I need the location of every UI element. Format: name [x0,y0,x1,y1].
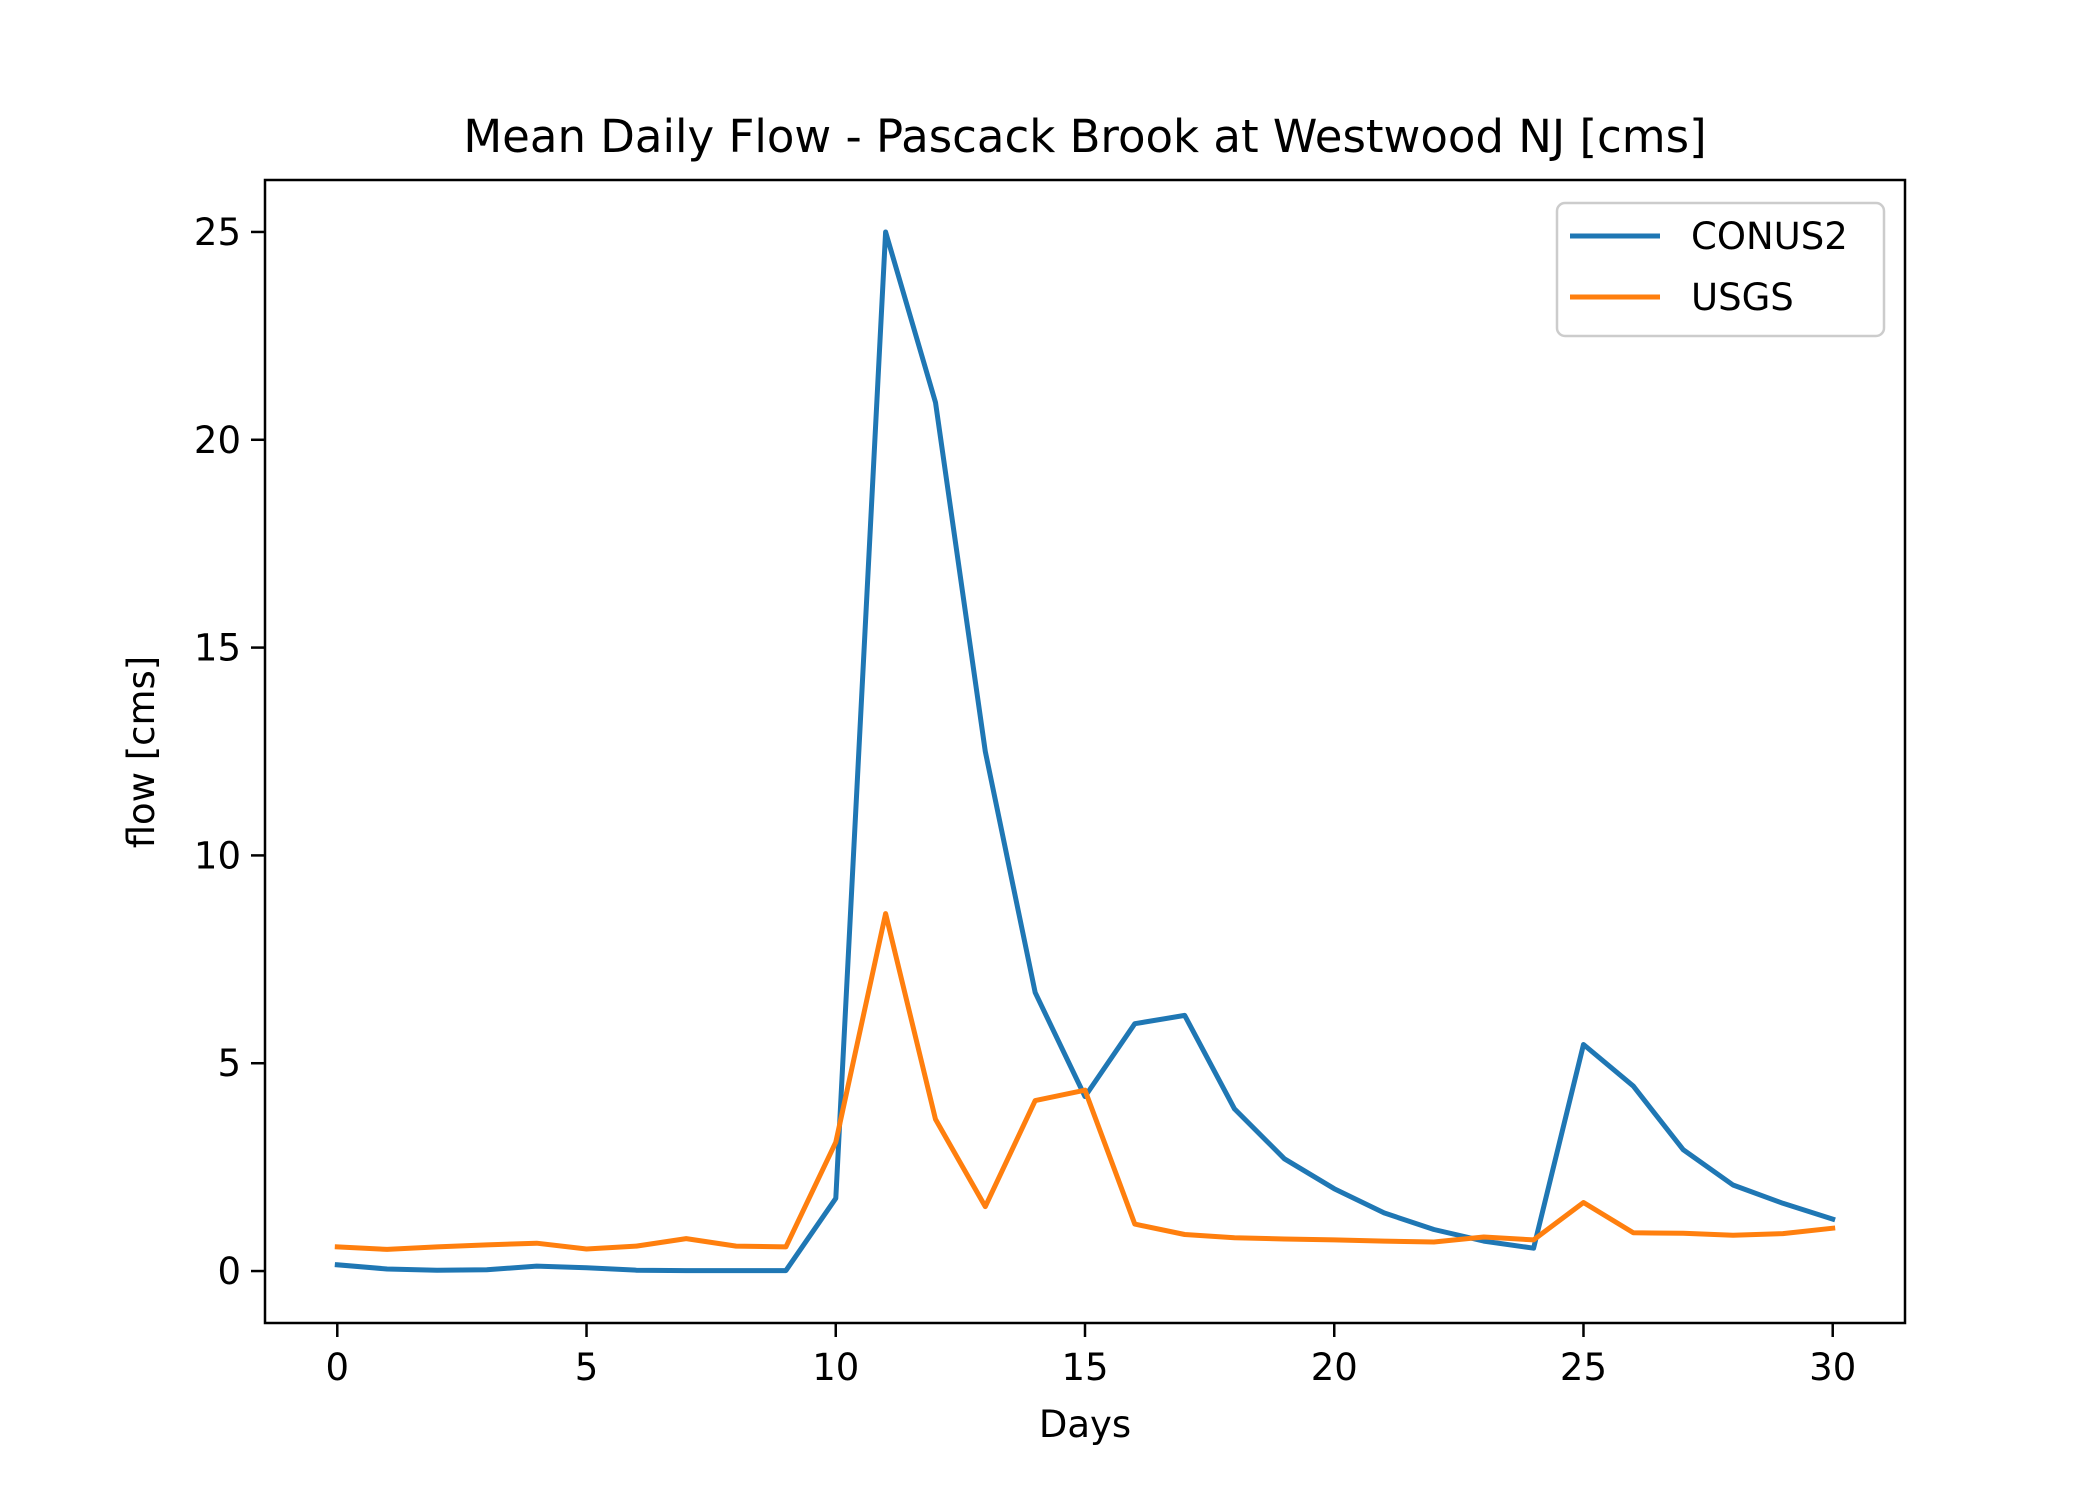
x-tick-label: 0 [326,1346,350,1389]
x-axis-label: Days [1039,1403,1131,1446]
x-tick-label: 5 [575,1346,599,1389]
y-tick-label: 25 [194,211,241,254]
y-tick-label: 20 [194,419,241,462]
x-axis: 0 5 10 15 20 25 30 [326,1323,1856,1389]
series-points-conus2 [337,231,1833,1271]
series-points-usgs [337,913,1833,1250]
series-line-usgs [334,911,1836,1252]
legend-label-conus2: CONUS2 [1691,215,1848,258]
x-tick-label: 15 [1061,1346,1108,1389]
x-tick-label: 30 [1809,1346,1856,1389]
x-tick-label: 10 [812,1346,859,1389]
legend-label-usgs: USGS [1691,276,1794,319]
y-tick-label: 10 [194,834,241,877]
x-tick-label: 25 [1560,1346,1607,1389]
y-axis: 0 5 10 15 20 25 [194,211,265,1293]
chart-title: Mean Daily Flow - Pascack Brook at Westw… [463,110,1706,163]
y-tick-label: 5 [217,1042,241,1085]
y-tick-label: 0 [217,1250,241,1293]
y-axis-label: flow [cms] [120,656,163,849]
legend: CONUS2 USGS [1555,201,1886,338]
plot-area [334,229,1836,1274]
x-tick-label: 20 [1311,1346,1358,1389]
y-tick-label: 15 [194,627,241,670]
